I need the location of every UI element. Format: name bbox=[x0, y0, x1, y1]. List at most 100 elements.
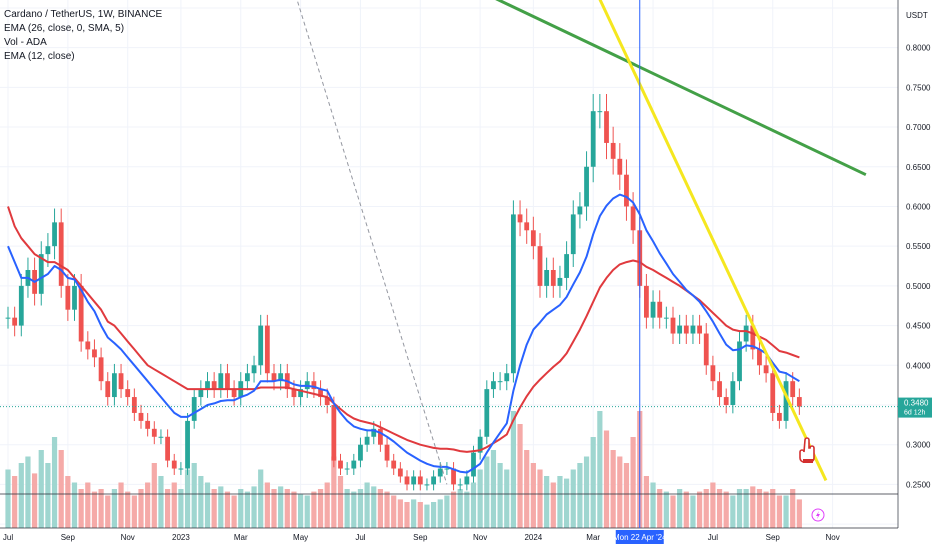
volume-bar bbox=[371, 486, 377, 528]
x-tick-label: Jul bbox=[355, 533, 365, 542]
x-tick-label: Mar bbox=[234, 533, 248, 542]
volume-bar bbox=[683, 491, 689, 528]
legend-ema12[interactable]: EMA (12, close) bbox=[4, 51, 75, 62]
candle-body bbox=[630, 206, 636, 231]
candle-body bbox=[264, 325, 270, 374]
volume-bar bbox=[590, 437, 596, 528]
pointer-hand-icon bbox=[799, 437, 815, 463]
x-tick-label: Mar bbox=[586, 533, 600, 542]
candle-body bbox=[610, 142, 616, 159]
volume-bar bbox=[490, 450, 497, 528]
candle-body bbox=[517, 214, 523, 223]
volume-bar bbox=[431, 502, 437, 528]
candle-body bbox=[511, 214, 516, 374]
volume-bar bbox=[650, 482, 656, 528]
volume-bar bbox=[450, 491, 457, 528]
y-tick-label: 0.6000 bbox=[906, 202, 931, 211]
volume-bar bbox=[550, 482, 556, 528]
candle-body bbox=[218, 373, 224, 390]
candle-body bbox=[584, 166, 589, 207]
volume-bar bbox=[437, 499, 443, 528]
candle-body bbox=[291, 389, 297, 398]
volume-bar bbox=[51, 437, 58, 528]
volume-bar bbox=[743, 489, 749, 528]
volume-bar bbox=[357, 489, 364, 528]
chart-legend: Cardano / TetherUS, 1W, BINANCE EMA (26,… bbox=[4, 8, 162, 64]
x-tick-label: 2024 bbox=[524, 533, 542, 542]
y-tick-label: 0.4500 bbox=[906, 322, 931, 331]
volume-bar bbox=[657, 489, 663, 528]
legend-ema26[interactable]: EMA (26, close, 0, SMA, 5) bbox=[4, 23, 125, 34]
candle-body bbox=[677, 325, 683, 334]
candle-body bbox=[397, 468, 403, 477]
y-tick-label: 0.5500 bbox=[906, 242, 931, 251]
volume-bar bbox=[457, 489, 463, 528]
candle-body bbox=[278, 373, 284, 382]
volume-bar bbox=[537, 469, 543, 528]
candle-body bbox=[85, 341, 91, 350]
volume-bar bbox=[151, 463, 157, 528]
candle-body bbox=[404, 476, 410, 485]
volume-bar bbox=[776, 495, 782, 528]
candle-body bbox=[670, 317, 676, 334]
legend-symbol[interactable]: Cardano / TetherUS, 1W, BINANCE bbox=[4, 9, 163, 20]
volume-bar bbox=[244, 491, 250, 528]
volume-bar bbox=[723, 491, 729, 528]
candle-body bbox=[145, 420, 151, 429]
volume-bar bbox=[12, 476, 18, 528]
volume-bar bbox=[5, 469, 11, 528]
candle-body bbox=[191, 397, 197, 421]
volume-bar bbox=[18, 463, 24, 528]
candle-body bbox=[424, 484, 430, 486]
legend-vol[interactable]: Vol - ADA bbox=[4, 37, 47, 48]
candle-body bbox=[245, 373, 250, 382]
volume-bar bbox=[517, 424, 523, 528]
volume-bar bbox=[78, 489, 84, 528]
volume-bar bbox=[184, 469, 191, 528]
candle-body bbox=[331, 405, 337, 461]
candle-body bbox=[72, 285, 77, 310]
candle-body bbox=[105, 381, 111, 398]
volume-bar bbox=[231, 495, 237, 528]
volume-bar bbox=[424, 504, 430, 528]
candle-body bbox=[138, 412, 144, 421]
volume-bar bbox=[610, 450, 616, 528]
hand-cuff bbox=[803, 459, 813, 463]
volume-bar bbox=[670, 495, 676, 528]
time-axis-bg bbox=[0, 528, 932, 550]
volume-bar bbox=[690, 495, 696, 528]
countdown-tag: 6d 12h bbox=[904, 410, 926, 417]
volume-bar bbox=[145, 482, 151, 528]
volume-bar bbox=[663, 491, 669, 528]
candle-body bbox=[770, 373, 776, 413]
lightning-icon bbox=[811, 508, 825, 522]
volume-bar bbox=[763, 491, 769, 528]
candle-body bbox=[524, 222, 530, 231]
candle-body bbox=[338, 460, 343, 469]
volume-bar bbox=[411, 499, 417, 528]
candle-body bbox=[757, 349, 762, 366]
candle-body bbox=[5, 317, 11, 319]
volume-bar bbox=[224, 491, 231, 528]
trendline-green bbox=[495, 0, 867, 177]
volume-bar bbox=[524, 450, 530, 528]
ema12-line bbox=[7, 193, 800, 474]
candle-body bbox=[471, 452, 476, 477]
volume-bar bbox=[278, 486, 284, 528]
y-tick-label: 0.6500 bbox=[906, 163, 931, 172]
volume-bar bbox=[264, 482, 270, 528]
candle-body bbox=[557, 277, 563, 286]
candle-body bbox=[590, 111, 596, 167]
volume-bar bbox=[597, 411, 603, 528]
volume-bar bbox=[238, 489, 244, 528]
candle-body bbox=[125, 389, 131, 398]
volume-bar bbox=[304, 495, 310, 528]
candle-body bbox=[12, 317, 18, 326]
candle-body bbox=[796, 397, 802, 407]
volume-bar bbox=[377, 489, 383, 528]
y-tick-label: 0.4000 bbox=[906, 361, 931, 370]
volume-bar bbox=[750, 486, 756, 528]
volume-bars bbox=[5, 411, 802, 528]
volume-bar bbox=[191, 463, 197, 528]
